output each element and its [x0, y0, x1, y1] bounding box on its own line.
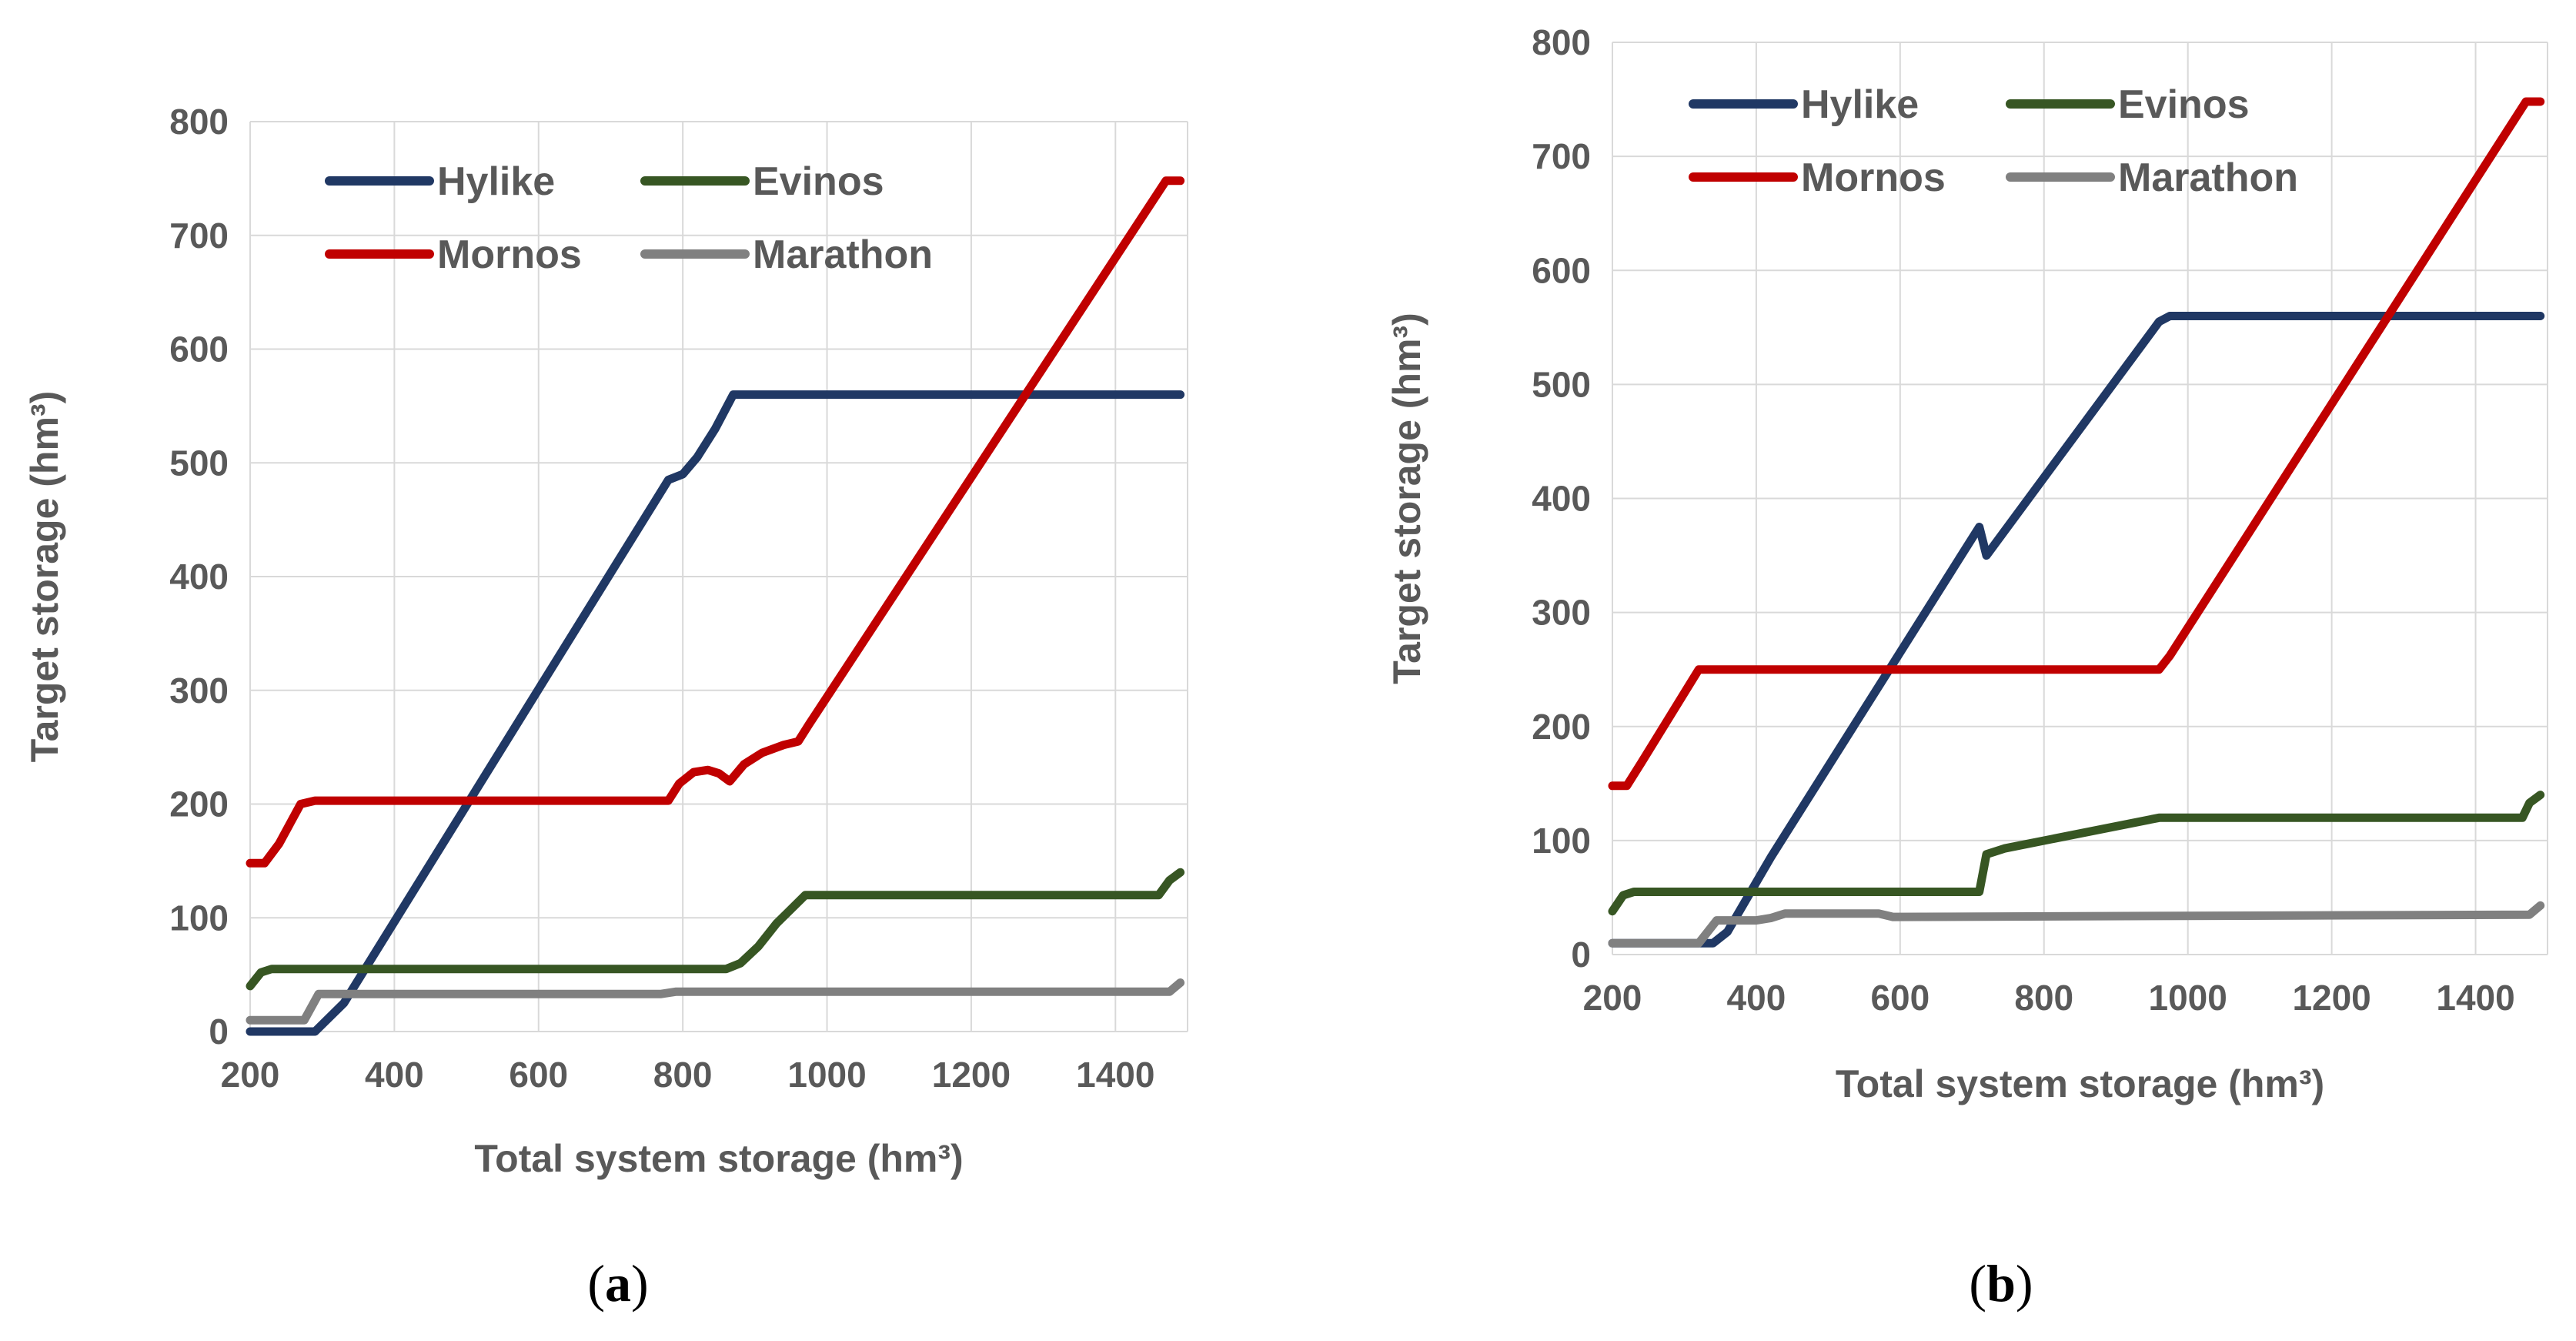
x-tick-label: 1200	[2292, 978, 2371, 1018]
legend-item-marathon: Marathon	[2006, 156, 2298, 200]
legend-label-marathon: Marathon	[753, 232, 933, 277]
y-tick-label: 600	[1532, 250, 1591, 290]
x-axis-label: Total system storage (hm³)	[1836, 1062, 2324, 1105]
series-line-mornos	[246, 176, 1185, 868]
x-tick-label: 600	[509, 1055, 568, 1095]
y-tick-label: 500	[169, 443, 229, 483]
legend-item-mornos: Mornos	[325, 232, 582, 277]
legend-item-mornos: Mornos	[1689, 156, 1946, 200]
legend-label-mornos: Mornos	[1801, 156, 1946, 200]
x-tick-label: 400	[1727, 978, 1786, 1018]
chart-panel-a: 200 400 600 800 1000 1200 1400 0 100 200 300 400 500…	[23, 102, 1188, 1313]
legend-item-evinos: Evinos	[2006, 82, 2250, 127]
y-tick-label: 800	[1532, 22, 1591, 62]
y-tick-label: 400	[169, 557, 229, 597]
y-tick-label: 200	[1532, 707, 1591, 747]
y-tick-label: 400	[1532, 479, 1591, 519]
legend-label-hylike: Hylike	[437, 159, 555, 204]
y-tick-label: 600	[169, 329, 229, 370]
x-tick-label: 1200	[932, 1055, 1011, 1095]
y-tick-label: 800	[169, 102, 229, 142]
x-axis-label: Total system storage (hm³)	[474, 1137, 963, 1180]
legend-label-mornos: Mornos	[437, 232, 582, 277]
x-tick-label: 600	[1870, 978, 1929, 1018]
x-tick-label: 1000	[787, 1055, 866, 1095]
x-tick-label: 800	[653, 1055, 713, 1095]
y-tick-label: 100	[1532, 821, 1591, 861]
legend-item-hylike: Hylike	[325, 159, 555, 204]
y-tick-label: 300	[169, 670, 229, 711]
y-tick-label: 0	[1571, 935, 1591, 975]
legend-label-hylike: Hylike	[1801, 82, 1919, 127]
legend-item-hylike: Hylike	[1689, 82, 1919, 127]
series-line-evinos	[1608, 791, 2545, 916]
chart-panel-b: 200 400 600 800 1000 1200 1400 0 100 200 300 400 500…	[1385, 22, 2548, 1313]
panel-caption: (b)	[1969, 1254, 2033, 1313]
legend-label-evinos: Evinos	[2118, 82, 2250, 127]
legend-label-marathon: Marathon	[2118, 156, 2298, 200]
x-tick-label: 1400	[2436, 978, 2514, 1018]
series-line-marathon	[246, 978, 1185, 1025]
series-line-marathon	[1608, 901, 2545, 948]
x-tick-label: 200	[221, 1055, 280, 1095]
x-tick-label: 1000	[2149, 978, 2227, 1018]
y-tick-label: 200	[169, 784, 229, 824]
series-line-evinos	[246, 868, 1185, 991]
x-tick-label: 800	[2014, 978, 2073, 1018]
series-line-hylike	[1608, 312, 2545, 948]
x-tick-label: 1400	[1076, 1055, 1154, 1095]
series-line-mornos	[1608, 97, 2545, 791]
legend-item-marathon: Marathon	[640, 232, 933, 277]
y-axis-label: Target storage (hm³)	[1385, 313, 1428, 684]
y-axis-label: Target storage (hm³)	[23, 391, 66, 762]
x-tick-label: 200	[1583, 978, 1642, 1018]
x-tick-label: 400	[365, 1055, 424, 1095]
panel-caption: (a)	[587, 1254, 648, 1313]
legend-label-evinos: Evinos	[753, 159, 884, 204]
y-tick-label: 100	[169, 898, 229, 938]
legend-item-evinos: Evinos	[640, 159, 884, 204]
y-tick-label: 700	[169, 216, 229, 256]
y-tick-label: 0	[209, 1012, 229, 1052]
y-tick-label: 700	[1532, 136, 1591, 176]
y-tick-label: 300	[1532, 593, 1591, 633]
series-line-hylike	[246, 390, 1185, 1036]
y-tick-label: 500	[1532, 364, 1591, 404]
